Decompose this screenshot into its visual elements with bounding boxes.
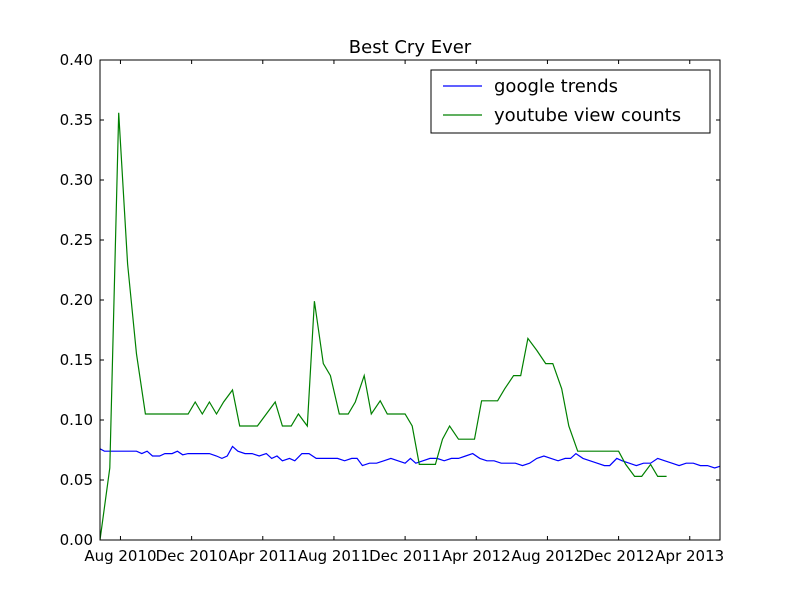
legend: google trends youtube view counts (430, 69, 711, 134)
x-tick-label: Dec 2010 (156, 547, 228, 565)
legend-label: google trends (494, 76, 618, 97)
y-tick-label: 0.10 (60, 411, 93, 429)
x-tick-label: Apr 2013 (655, 547, 724, 565)
y-tick-label: 0.20 (60, 291, 93, 309)
chart-title: Best Cry Ever (349, 37, 472, 58)
y-tick-label: 0.15 (60, 351, 93, 369)
x-tick-label: Apr 2011 (228, 547, 297, 565)
plot-frame (99, 59, 721, 541)
y-tick-label: 0.35 (60, 111, 93, 129)
y-tick-label: 0.40 (60, 51, 93, 69)
series-layer (100, 112, 720, 540)
series-line-youtube-view-counts (100, 112, 667, 540)
x-tick-label: Aug 2012 (511, 547, 583, 565)
y-tick-label: 0.30 (60, 171, 93, 189)
x-tick-label: Apr 2012 (442, 547, 511, 565)
y-tick-label: 0.25 (60, 231, 93, 249)
x-tick-label: Aug 2010 (84, 547, 156, 565)
x-tick-label: Dec 2011 (369, 547, 441, 565)
series-line-google-trends (100, 445, 720, 469)
x-tick-label: Dec 2012 (583, 547, 655, 565)
legend-box (430, 69, 711, 134)
tick-layer: 0.00 0.05 0.10 0.15 0.20 0.25 0.30 0.35 0.40 Aug … (60, 51, 725, 565)
y-tick-label: 0.05 (60, 471, 93, 489)
y-tick-label: 0.00 (60, 531, 93, 549)
x-tick-label: Aug 2011 (298, 547, 370, 565)
legend-label: youtube view counts (494, 105, 681, 126)
